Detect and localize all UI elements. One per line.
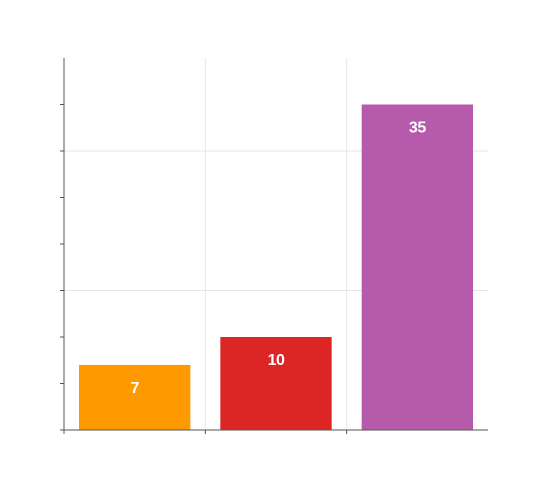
data-label-layer: 7 10 35 (130, 120, 426, 397)
axis-layer (60, 58, 488, 434)
bar-value-label-1: 7 (130, 380, 139, 397)
bar-2[interactable] (220, 337, 332, 430)
bar-1[interactable] (79, 364, 191, 430)
bar-layer (79, 104, 473, 431)
bar-value-label-2: 10 (268, 352, 285, 369)
bar-value-label-3: 35 (409, 120, 426, 137)
bar-3[interactable] (361, 104, 473, 431)
